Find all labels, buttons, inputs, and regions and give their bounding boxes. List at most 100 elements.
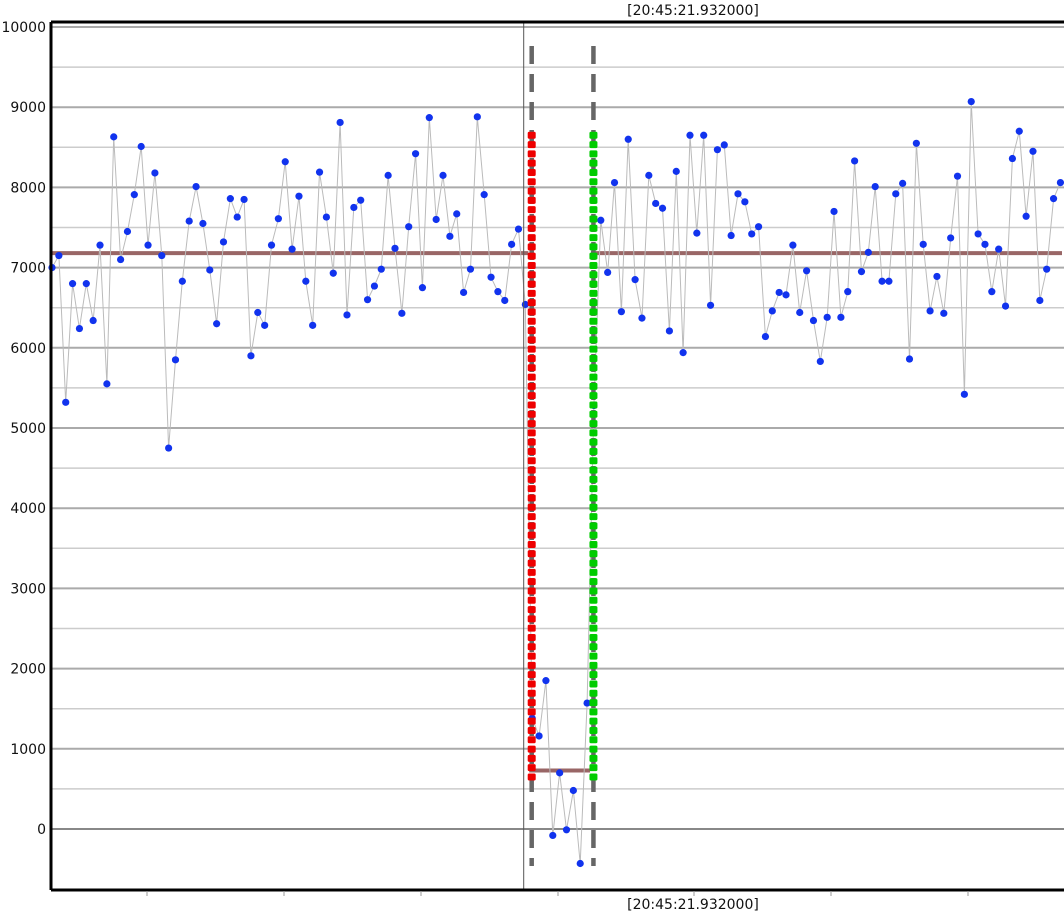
start-marker-dot: [527, 568, 536, 576]
end-marker-dot: [589, 178, 598, 186]
data-point: [219, 238, 228, 246]
data-point: [727, 231, 735, 240]
start-marker-dot: [527, 327, 536, 335]
data-point: [1056, 178, 1064, 187]
start-marker-dot: [527, 633, 536, 641]
end-marker-dot: [589, 150, 598, 158]
data-point: [514, 225, 523, 233]
start-marker-dot: [527, 466, 536, 474]
data-point: [967, 97, 975, 106]
data-point: [1001, 302, 1010, 310]
end-marker-dot: [589, 652, 598, 660]
data-point: [178, 277, 186, 285]
data-point: [213, 320, 221, 328]
data-point: [130, 191, 138, 199]
data-point: [926, 307, 934, 315]
end-marker-dot: [589, 187, 598, 195]
data-point: [988, 288, 996, 296]
end-marker-dot: [589, 633, 598, 641]
start-marker-dot: [527, 196, 536, 204]
data-point: [624, 135, 632, 143]
data-point: [576, 859, 584, 868]
data-point: [110, 133, 118, 141]
data-point: [96, 241, 104, 249]
data-point: [329, 269, 337, 277]
start-marker-dot: [527, 615, 536, 623]
start-marker-dot: [527, 754, 536, 762]
end-marker-dot: [589, 447, 598, 455]
data-point: [782, 291, 790, 299]
data-point: [645, 171, 653, 179]
end-marker-dot: [589, 466, 598, 474]
end-marker-dot: [589, 736, 598, 744]
start-marker-dot: [527, 606, 536, 614]
end-marker-dot: [589, 680, 598, 688]
data-point: [103, 380, 111, 388]
data-point: [700, 131, 708, 139]
y-tick-label: 7000: [10, 261, 46, 277]
data-point: [384, 171, 392, 179]
end-marker-dot: [589, 643, 598, 651]
data-point: [405, 223, 413, 231]
data-point: [851, 157, 859, 165]
data-point: [254, 308, 262, 317]
data-point: [549, 831, 557, 840]
start-marker-dot: [527, 550, 536, 558]
data-point: [494, 288, 502, 296]
end-marker-dot: [589, 345, 598, 353]
end-marker-dot: [589, 364, 598, 372]
end-marker-dot: [589, 196, 598, 204]
data-point: [199, 219, 207, 228]
data-point: [556, 769, 564, 777]
start-marker-dot: [527, 224, 536, 232]
start-marker-dot: [527, 773, 536, 781]
start-marker-dot: [527, 206, 536, 214]
data-point: [508, 240, 516, 248]
start-marker-dot: [527, 596, 536, 604]
start-marker-dot: [527, 513, 536, 521]
data-point: [240, 195, 248, 204]
end-marker-dot: [589, 671, 598, 679]
start-marker-dot: [527, 624, 536, 632]
start-marker-dot: [527, 531, 536, 539]
data-point: [1043, 265, 1051, 273]
end-marker-dot: [589, 373, 598, 381]
data-point: [1049, 195, 1058, 203]
data-point: [501, 296, 509, 305]
data-point: [583, 699, 591, 707]
data-point: [171, 356, 180, 364]
data-point: [117, 255, 125, 264]
data-point: [460, 288, 468, 297]
start-marker-dot: [527, 364, 536, 372]
start-marker-dot: [527, 661, 536, 669]
start-marker-dot: [527, 438, 536, 446]
data-point: [562, 826, 571, 834]
start-marker-dot: [527, 373, 536, 381]
data-point: [823, 313, 831, 321]
data-point: [418, 284, 427, 292]
start-marker-dot: [527, 485, 536, 493]
end-marker-dot: [589, 726, 598, 734]
y-tick-labels: 0 1000 2000 3000 4000 5000 6000 7000 8000 9000 100…: [1, 20, 46, 838]
end-marker-dot: [589, 745, 598, 753]
data-point: [610, 178, 619, 187]
data-point: [288, 245, 296, 253]
data-point: [432, 215, 440, 224]
data-point: [302, 277, 310, 285]
data-point: [343, 311, 351, 319]
start-marker-dot: [527, 643, 536, 651]
end-marker-dot: [589, 615, 598, 623]
data-point: [1008, 154, 1017, 163]
end-marker-dot: [589, 754, 598, 762]
data-point: [905, 355, 914, 363]
end-marker-dot: [589, 215, 598, 223]
end-marker-dot: [589, 206, 598, 214]
data-point: [535, 732, 543, 740]
data-point: [439, 171, 447, 179]
data-point: [453, 210, 461, 218]
data-point: [206, 266, 214, 274]
end-marker-dot: [589, 429, 598, 437]
end-marker-dot: [589, 578, 598, 586]
data-point: [123, 227, 132, 236]
end-marker-dot: [589, 234, 598, 242]
